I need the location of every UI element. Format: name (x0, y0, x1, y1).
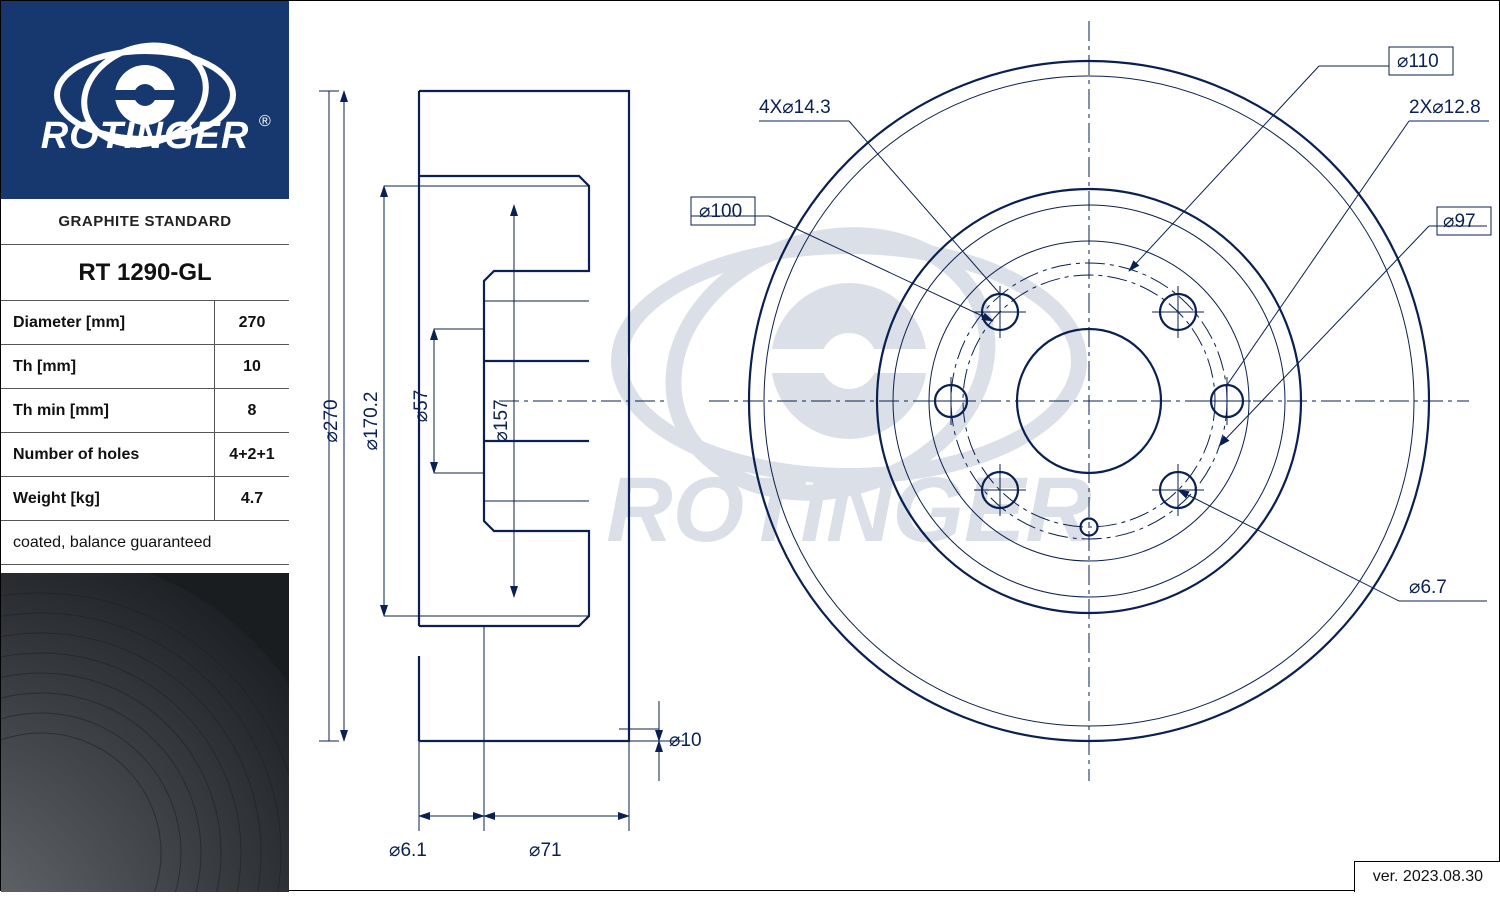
svg-text:⌀6.1: ⌀6.1 (389, 840, 427, 861)
standard-label: GRAPHITE STANDARD (1, 199, 289, 245)
watermark-logo: ROTINGER (606, 196, 1092, 561)
svg-text:2X⌀12.8: 2X⌀12.8 (1409, 97, 1481, 118)
svg-text:4X⌀14.3: 4X⌀14.3 (759, 97, 831, 118)
spec-label: Number of holes (1, 433, 215, 476)
spec-row-thmin: Th min [mm] 8 (1, 389, 289, 433)
spec-value: 10 (215, 345, 289, 388)
brand-logo: ROTINGER ® (1, 1, 289, 199)
spec-value: 4.7 (215, 477, 289, 520)
product-photo (1, 573, 289, 892)
sidebar: ROTINGER ® GRAPHITE STANDARD RT 1290-GL … (1, 1, 289, 892)
svg-text:⌀100: ⌀100 (699, 201, 742, 222)
spec-value: 8 (215, 389, 289, 432)
spec-label: Th min [mm] (1, 389, 215, 432)
svg-text:⌀71: ⌀71 (529, 840, 562, 861)
svg-text:⌀170.2: ⌀170.2 (361, 392, 382, 451)
spec-label: Th [mm] (1, 345, 215, 388)
svg-text:⌀110: ⌀110 (1397, 51, 1439, 72)
front-view: 4X⌀14.3 ⌀110 2X⌀12.8 ⌀100 ⌀97 ⌀6.7 (691, 21, 1491, 781)
svg-text:ROTINGER: ROTINGER (606, 459, 1092, 561)
version-label: ver. 2023.08.30 (1354, 861, 1500, 892)
svg-text:⌀6.7: ⌀6.7 (1409, 577, 1447, 598)
technical-drawing: ROTINGER ⌀270 ⌀ (289, 1, 1500, 892)
svg-text:⌀57: ⌀57 (411, 390, 432, 423)
spec-value: 270 (215, 301, 289, 344)
svg-text:⌀157: ⌀157 (491, 399, 512, 442)
svg-text:⌀10: ⌀10 (669, 730, 702, 751)
svg-text:ROTINGER: ROTINGER (41, 115, 250, 157)
spec-row-holes: Number of holes 4+2+1 (1, 433, 289, 477)
spec-row-diameter: Diameter [mm] 270 (1, 301, 289, 345)
part-number: RT 1290-GL (1, 245, 289, 301)
svg-text:⌀97: ⌀97 (1443, 211, 1476, 232)
svg-text:®: ® (259, 113, 271, 130)
svg-text:⌀270: ⌀270 (321, 399, 342, 442)
spec-value: 4+2+1 (215, 433, 289, 476)
spec-label: Diameter [mm] (1, 301, 215, 344)
spec-label: Weight [kg] (1, 477, 215, 520)
spec-note: coated, balance guaranteed (1, 521, 289, 565)
spec-row-th: Th [mm] 10 (1, 345, 289, 389)
spec-row-weight: Weight [kg] 4.7 (1, 477, 289, 521)
